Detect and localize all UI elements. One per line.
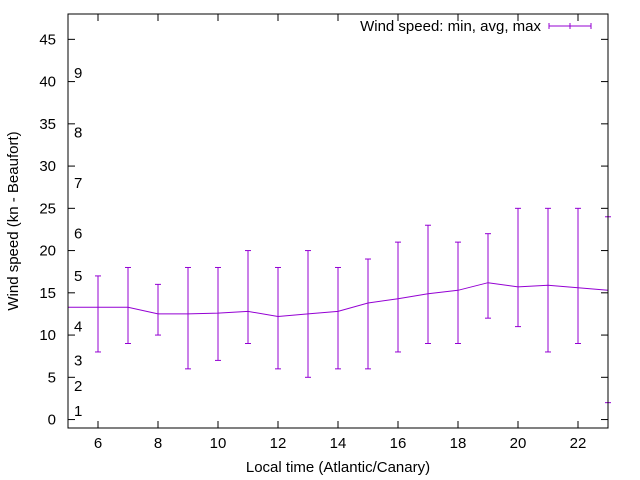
error-bar [155,283,161,336]
beaufort-label: 5 [74,268,82,285]
error-bar [185,266,191,370]
axis-ticks [68,14,608,428]
legend-sample [548,23,592,29]
y-axis-label: Wind speed (kn - Beaufort) [5,131,22,310]
error-bar [335,266,341,370]
error-bar [125,266,131,345]
error-bar [215,266,221,361]
error-bar [245,250,251,345]
x-tick-label: 10 [210,435,227,452]
x-tick-label: 14 [330,435,347,452]
beaufort-label: 7 [74,175,82,192]
x-tick-label: 6 [94,435,102,452]
beaufort-label: 6 [74,226,82,243]
y-tick-label: 25 [39,200,56,217]
y-tick-label: 10 [39,327,56,344]
beaufort-label: 2 [74,378,82,395]
error-bar [365,258,371,370]
error-bar [305,250,311,378]
y-tick-label: 5 [48,369,56,386]
error-bar [395,241,401,353]
x-tick-label: 20 [510,435,527,452]
x-tick-label: 18 [450,435,467,452]
y-tick-label: 20 [39,243,56,260]
y-tick-label: 35 [39,116,56,133]
legend-label: Wind speed: min, avg, max [360,18,541,35]
x-tick-label: 22 [570,435,587,452]
beaufort-scale-labels: 1 2 3 4 5 6 7 8 9 [74,65,82,420]
beaufort-label: 1 [74,403,82,420]
error-bar [485,233,491,319]
y-tick-label: 0 [48,412,56,429]
legend: Wind speed: min, avg, max [360,18,592,35]
x-tick-label: 8 [154,435,162,452]
y-tick-label: 15 [39,285,56,302]
error-bar [515,207,521,328]
plot-frame [67,13,609,429]
error-bar [575,207,581,345]
beaufort-label: 9 [74,65,82,82]
error-bar [95,275,101,353]
error-bar [545,207,551,353]
beaufort-label: 8 [74,124,82,141]
x-axis-label: Local time (Atlantic/Canary) [246,459,430,476]
y-tick-label: 45 [39,31,56,48]
y-tick-label: 40 [39,74,56,91]
error-bar [455,241,461,345]
y-tick-label: 30 [39,158,56,175]
x-tick-label: 16 [390,435,407,452]
x-tick-label: 12 [270,435,287,452]
beaufort-label: 4 [74,319,82,336]
error-bar [425,224,431,345]
error-bar [275,266,281,370]
beaufort-label: 3 [74,352,82,369]
